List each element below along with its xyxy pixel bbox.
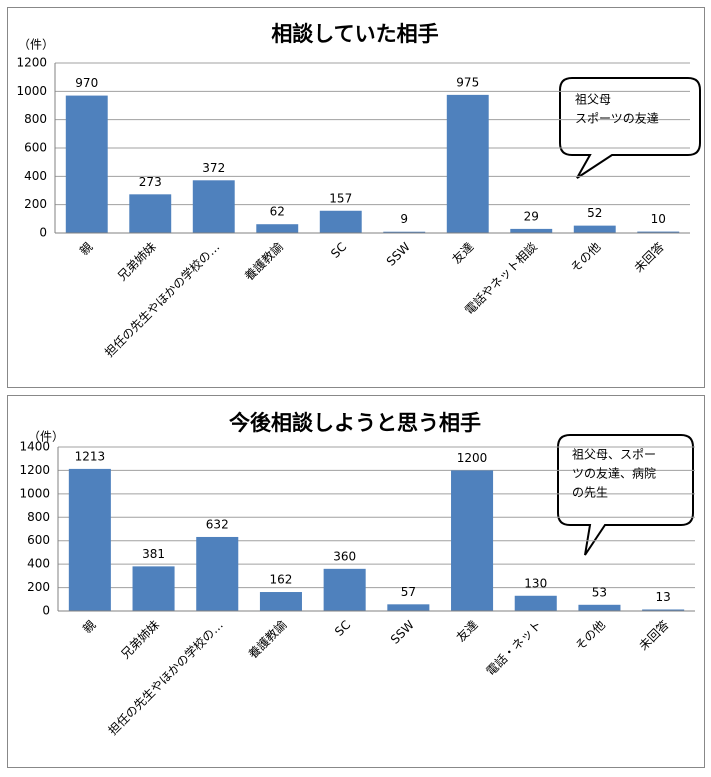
callout	[557, 434, 694, 556]
value-label: 52	[587, 206, 602, 220]
y-tick-label: 0	[39, 226, 47, 240]
bar	[65, 95, 108, 233]
callout	[559, 77, 701, 179]
y-tick-label: 1200	[19, 463, 50, 477]
value-label: 273	[139, 175, 162, 189]
bar	[514, 595, 557, 611]
bar	[323, 568, 366, 611]
chart-frame	[7, 7, 705, 388]
bar	[578, 604, 621, 611]
bar	[510, 228, 553, 233]
y-tick-label: 0	[42, 604, 50, 618]
value-label: 632	[206, 517, 229, 531]
bar	[637, 231, 680, 233]
bar	[192, 180, 235, 233]
y-tick-label: 200	[27, 580, 50, 594]
value-label: 975	[456, 75, 479, 89]
annotation: の先生	[572, 486, 608, 500]
y-tick-label: 1200	[16, 56, 47, 70]
y-tick-label: 400	[24, 169, 47, 183]
bar	[446, 94, 489, 233]
value-label: 10	[651, 212, 666, 226]
y-tick-label: 1400	[19, 440, 50, 454]
bar	[642, 609, 685, 611]
bar	[132, 566, 175, 611]
value-label: 1213	[75, 449, 106, 463]
bar	[319, 210, 362, 233]
y-tick-label: 600	[24, 141, 47, 155]
y-tick-label: 800	[24, 112, 47, 126]
bar	[383, 231, 426, 233]
bar	[256, 224, 299, 233]
bar	[387, 604, 430, 611]
bar	[68, 468, 111, 611]
y-tick-label: 1000	[19, 486, 50, 500]
value-label: 57	[401, 585, 416, 599]
chart-title: 今後相談しようと思う相手	[229, 411, 481, 435]
value-label: 360	[333, 549, 356, 563]
y-tick-label: 200	[24, 197, 47, 211]
y-unit: （件）	[18, 38, 54, 52]
bar	[573, 225, 616, 233]
y-unit: （件）	[28, 430, 64, 444]
y-tick-label: 800	[27, 510, 50, 524]
y-tick-label: 400	[27, 557, 50, 571]
value-label: 29	[524, 209, 539, 223]
annotation: 祖父母、スポー	[572, 447, 656, 462]
annotation: スポーツの友達	[575, 112, 659, 126]
value-label: 157	[329, 191, 352, 205]
value-label: 381	[142, 547, 165, 561]
value-label: 53	[592, 585, 607, 599]
value-label: 162	[269, 573, 292, 587]
annotation: 祖父母	[575, 92, 611, 107]
y-tick-label: 1000	[16, 84, 47, 98]
value-label: 372	[202, 161, 225, 175]
value-label: 970	[75, 76, 98, 90]
value-label: 62	[270, 205, 285, 219]
value-label: 130	[524, 576, 547, 590]
y-tick-label: 600	[27, 533, 50, 547]
annotation: ツの友達、病院	[572, 466, 656, 481]
bar	[259, 592, 302, 611]
bar	[196, 536, 239, 611]
bar	[451, 470, 494, 611]
chart-title: 相談していた相手	[271, 22, 438, 46]
value-label: 9	[400, 212, 408, 226]
bar	[129, 194, 172, 233]
value-label: 1200	[457, 451, 488, 465]
value-label: 13	[656, 590, 671, 604]
